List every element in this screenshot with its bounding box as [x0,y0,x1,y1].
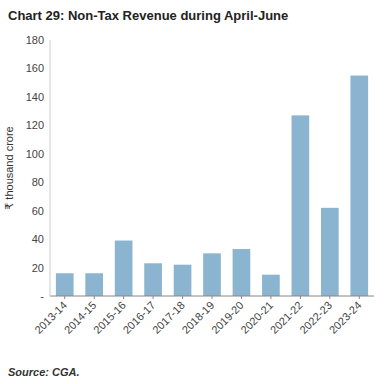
x-tick [329,296,330,299]
x-tick [300,296,301,299]
y-tick-label: 20 [32,262,44,274]
bar [85,273,103,296]
x-tick [270,296,271,299]
bar [292,115,310,296]
bar [233,249,251,296]
y-tick-label: 60 [32,205,44,217]
x-tick [64,296,65,299]
chart: Chart 29: Non-Tax Revenue during April-J… [0,0,384,384]
x-tick [153,296,154,299]
y-tick-label: 160 [26,62,44,74]
y-tick-label: 180 [26,34,44,46]
y-tick-label: 40 [32,233,44,245]
chart-container: Chart 29: Non-Tax Revenue during April-J… [0,0,384,384]
y-tick-label: 100 [26,148,44,160]
bars [56,76,368,296]
x-tick [359,296,360,299]
bar [262,275,280,296]
bar [144,263,162,296]
y-tick-label: 140 [26,91,44,103]
x-axis: 2013-142014-152015-162016-172017-182018-… [32,296,364,336]
x-tick [241,296,242,299]
annotation: Source: CGA. [8,366,80,378]
y-axis: - 20 40 60 80 100 120 140 160 180 [26,34,45,302]
title: Chart 29: Non-Tax Revenue during April-J… [8,8,288,23]
y-axis-line [50,40,51,296]
bar [321,208,339,296]
bar [203,253,221,296]
x-tick [212,296,213,299]
x-tick [182,296,183,299]
x-tick [94,296,95,299]
x-tick [123,296,124,299]
x-tick-label: 2023-24 [327,299,364,336]
bar [350,76,368,296]
bar [174,265,192,296]
bar [115,241,133,296]
y-tick-label: 120 [26,119,44,131]
y-tick-label: - [40,290,44,302]
y-axis-label: ₹ thousand crore [3,126,15,209]
bar [56,273,74,296]
y-tick-label: 80 [32,176,44,188]
